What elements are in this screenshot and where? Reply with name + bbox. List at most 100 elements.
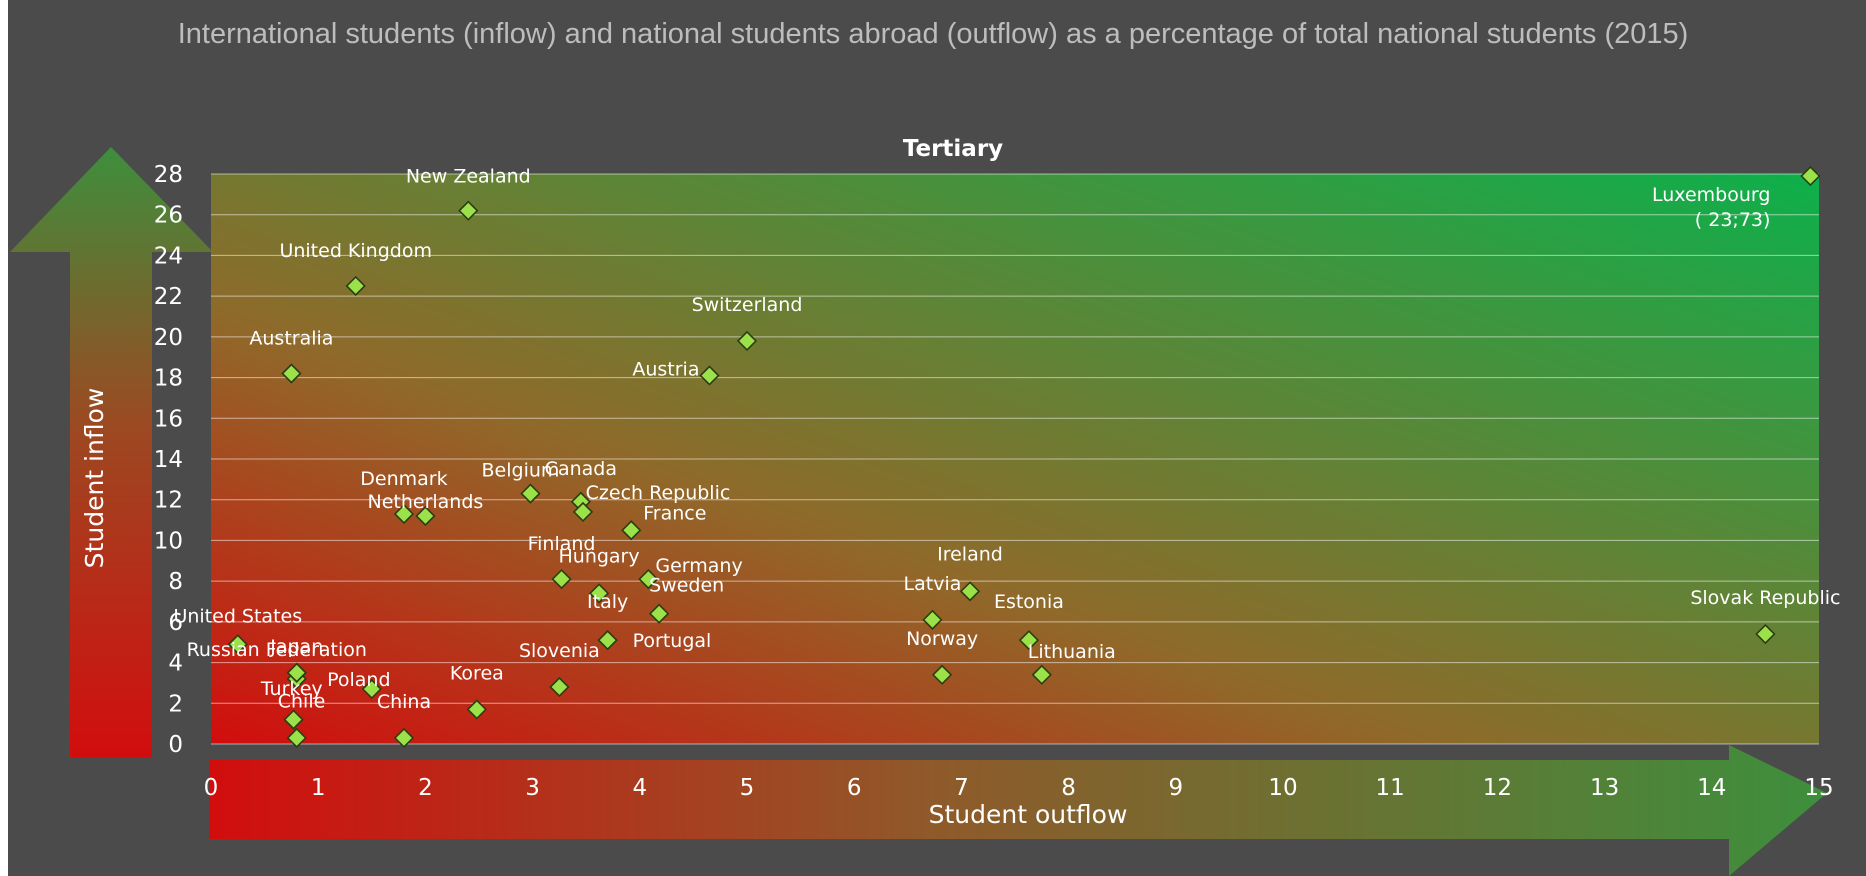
x-tick-label: 11	[1376, 775, 1405, 801]
point-label: Hungary	[558, 545, 639, 567]
data-point	[621, 520, 642, 541]
left-arrow	[10, 147, 213, 758]
point-label: Italy	[587, 591, 628, 613]
y-tick-label: 22	[154, 284, 183, 310]
point-label: Russian Federation	[187, 639, 367, 661]
y-tick-label: 4	[168, 651, 183, 677]
y-tick-label: 12	[154, 488, 183, 514]
y-tick-label: 8	[168, 569, 183, 595]
data-point	[572, 501, 594, 523]
point-label: Denmark	[360, 468, 447, 490]
y-tick-label: 6	[168, 610, 183, 636]
data-point	[736, 330, 758, 352]
data-point	[959, 581, 981, 602]
data-point	[286, 662, 307, 683]
data-point	[361, 678, 382, 700]
x-tick-label: 14	[1697, 775, 1726, 801]
point-label: Finland	[528, 533, 596, 555]
point-labels: New Zealand United Kingdom Australia Switze…	[173, 166, 1840, 713]
data-point	[931, 664, 953, 685]
data-point	[466, 699, 487, 720]
data-point	[638, 568, 659, 590]
x-tick-label: 2	[418, 775, 433, 801]
bottom-arrow	[209, 745, 1827, 876]
point-label: Germany	[655, 555, 742, 577]
data-point	[281, 363, 302, 384]
point-label: Sweden	[649, 575, 724, 597]
x-tick-label: 5	[740, 775, 755, 801]
point-label: Luxembourg	[1652, 184, 1770, 206]
y-tick-label: 18	[154, 366, 183, 392]
y-tick-label: 20	[154, 325, 183, 351]
x-tick-label: 8	[1061, 775, 1076, 801]
point-label: Belgium	[482, 460, 560, 482]
point-label: Turkey	[260, 678, 323, 700]
data-point	[283, 709, 304, 730]
y-tick-label: 0	[168, 732, 183, 758]
y-tick-label: 26	[154, 203, 183, 229]
gridlines	[211, 173, 1819, 745]
point-label: Slovenia	[519, 640, 600, 662]
data-point	[597, 630, 618, 651]
x-tick-labels: 0 1 2 3 4 5 6 7 8 9 10 11 12 13 14 15	[204, 775, 1834, 801]
y-tick-label: 10	[154, 528, 183, 554]
point-label: Poland	[327, 669, 390, 691]
data-point	[1031, 664, 1052, 685]
point-label: Lithuania	[1028, 641, 1116, 663]
point-label: Portugal	[633, 630, 712, 652]
point-label: Ireland	[937, 543, 1003, 565]
point-label: United Kingdom	[279, 240, 432, 262]
y-tick-label: 14	[154, 447, 183, 473]
point-label: Japan	[269, 636, 323, 658]
point-label: China	[377, 691, 431, 713]
point-label: Netherlands	[367, 491, 483, 513]
point-label: Austria	[632, 359, 699, 381]
x-tick-label: 7	[954, 775, 969, 801]
data-point	[520, 483, 541, 504]
x-tick-label: 9	[1168, 775, 1183, 801]
y-tick-label: 2	[168, 691, 183, 717]
point-annotation: ( 23;73)	[1695, 209, 1771, 231]
y-tick-label: 16	[154, 406, 183, 432]
data-points	[227, 165, 1821, 749]
x-axis-title: Student outflow	[929, 800, 1128, 829]
data-point	[922, 609, 943, 630]
point-label: Czech Republic	[586, 482, 731, 504]
data-point	[549, 676, 570, 698]
data-point	[588, 583, 610, 604]
point-label: Chile	[278, 691, 326, 713]
point-label: Switzerland	[692, 294, 803, 316]
point-label: Australia	[249, 328, 333, 350]
y-tick-label: 28	[154, 162, 183, 188]
x-tick-label: 1	[311, 775, 326, 801]
point-label: Slovak Republic	[1690, 587, 1840, 609]
y-tick-label: 24	[154, 243, 183, 269]
point-label: United States	[173, 605, 302, 627]
data-point	[393, 503, 415, 525]
data-point	[1755, 623, 1776, 645]
point-label: Norway	[906, 628, 978, 650]
point-label: New Zealand	[406, 166, 531, 188]
point-label: Estonia	[994, 591, 1064, 613]
data-point	[393, 727, 415, 749]
data-point	[1800, 165, 1821, 187]
data-point	[345, 275, 366, 297]
x-tick-label: 10	[1268, 775, 1297, 801]
point-label: Latvia	[904, 573, 962, 595]
x-tick-label: 13	[1590, 775, 1619, 801]
x-tick-label: 3	[525, 775, 540, 801]
x-tick-label: 0	[204, 775, 219, 801]
x-tick-label: 6	[847, 775, 862, 801]
y-axis-title: Student inflow	[80, 388, 109, 569]
point-label: Korea	[450, 662, 504, 684]
main-title: International students (inflow) and nati…	[177, 18, 1689, 50]
point-label: Canada	[545, 458, 617, 480]
chart-subtitle: Tertiary	[903, 136, 1003, 162]
data-point	[699, 365, 720, 386]
x-tick-label: 15	[1804, 775, 1833, 801]
data-point	[415, 505, 436, 527]
point-label: France	[643, 502, 706, 524]
data-point	[458, 200, 479, 221]
